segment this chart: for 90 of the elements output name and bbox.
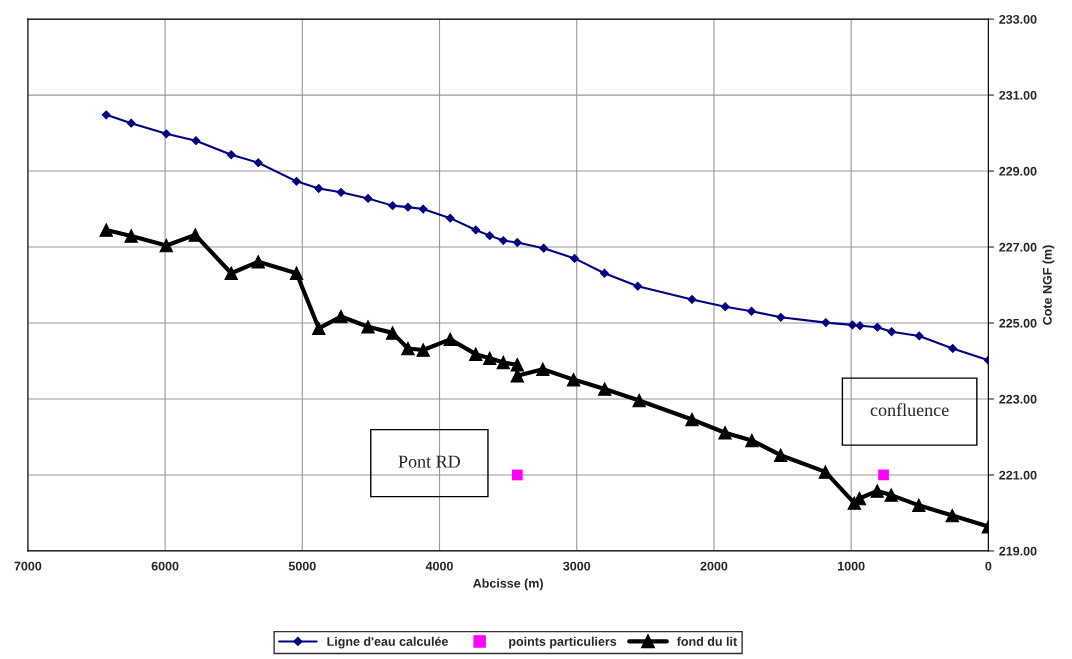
x-tick-label: 4000 — [425, 561, 453, 571]
y-tick-label: 225.00 — [999, 318, 1037, 328]
point — [884, 488, 898, 502]
point — [418, 204, 428, 214]
point — [914, 331, 924, 341]
point — [745, 433, 759, 448]
point — [336, 187, 346, 197]
point — [401, 341, 415, 356]
point — [847, 320, 857, 330]
point — [385, 326, 400, 340]
point — [161, 129, 171, 139]
point — [855, 321, 865, 331]
x-tick-label: 0 — [985, 561, 992, 571]
legend-label: points particuliers — [509, 636, 617, 649]
annotation: Pont RD — [398, 455, 460, 468]
point — [773, 448, 788, 462]
point — [539, 243, 549, 253]
point — [253, 158, 263, 168]
x-tick-label: 7000 — [14, 561, 42, 571]
point — [471, 225, 481, 235]
point — [496, 355, 511, 370]
point — [99, 223, 113, 237]
x-axis-title: Abcisse (m) — [473, 578, 543, 591]
point — [443, 332, 457, 347]
point — [536, 362, 550, 377]
point — [289, 266, 304, 281]
y-tick-label: 229.00 — [999, 166, 1037, 176]
point — [510, 358, 525, 372]
point — [872, 322, 882, 332]
point — [597, 382, 612, 396]
point — [482, 351, 497, 366]
point — [948, 344, 958, 353]
point — [403, 202, 413, 212]
y-tick-label: 231.00 — [999, 90, 1037, 100]
point — [124, 229, 138, 243]
point — [600, 268, 609, 278]
point — [633, 281, 643, 291]
point — [821, 318, 831, 328]
point — [314, 184, 324, 193]
x-tick-label: 3000 — [563, 561, 591, 571]
point — [445, 213, 455, 223]
point — [251, 255, 266, 269]
legend-label: Ligne d'eau calculée — [327, 636, 448, 649]
point — [747, 306, 756, 316]
point — [159, 238, 174, 253]
y-axis-title: Cote NGF (m) — [1042, 245, 1055, 325]
point — [485, 231, 495, 241]
point — [226, 150, 236, 160]
point — [887, 327, 897, 337]
point — [188, 228, 203, 242]
y-tick-label: 223.00 — [999, 394, 1037, 404]
y-tick-label: 227.00 — [999, 242, 1037, 252]
point — [818, 465, 833, 479]
point — [363, 193, 373, 203]
point — [191, 136, 201, 146]
point — [312, 321, 326, 336]
point — [334, 309, 348, 324]
point — [632, 393, 646, 408]
point — [292, 176, 301, 186]
point — [776, 312, 786, 322]
x-tick-label: 2000 — [700, 561, 728, 571]
point — [566, 372, 581, 387]
point — [945, 508, 960, 523]
point — [361, 320, 375, 334]
x-tick-label: 1000 — [838, 561, 865, 571]
point — [126, 118, 136, 128]
point — [224, 266, 238, 281]
point — [388, 201, 398, 211]
point — [512, 238, 522, 247]
point — [685, 412, 699, 427]
point — [718, 426, 732, 440]
point — [570, 253, 579, 263]
annotation: confluence — [870, 403, 949, 417]
y-tick-label: 233.00 — [999, 14, 1037, 24]
point — [878, 469, 889, 481]
point — [687, 295, 697, 304]
point — [510, 369, 525, 383]
point — [912, 498, 926, 513]
point — [498, 236, 508, 246]
point — [870, 484, 885, 498]
y-tick-label: 219.00 — [999, 546, 1037, 556]
point — [511, 469, 523, 481]
point — [416, 343, 430, 357]
point — [468, 347, 483, 361]
y-tick-label: 221.00 — [999, 470, 1037, 480]
point — [720, 302, 730, 312]
legend-label: fond du lit — [676, 636, 737, 646]
x-tick-label: 6000 — [151, 561, 179, 571]
x-tick-label: 5000 — [288, 561, 316, 571]
point — [101, 110, 111, 120]
